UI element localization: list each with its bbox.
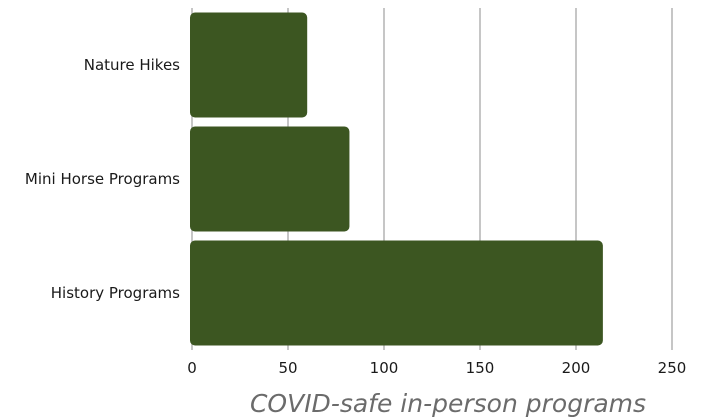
bar-nature-hikes xyxy=(190,12,308,118)
x-tick-label: 200 xyxy=(562,359,591,377)
category-label: Nature Hikes xyxy=(84,56,180,74)
x-tick-label: 150 xyxy=(466,359,495,377)
x-axis-title: COVID-safe in-person programs xyxy=(250,389,646,417)
bar-history-programs xyxy=(190,240,603,346)
category-label: History Programs xyxy=(51,284,180,302)
bars xyxy=(190,12,603,346)
x-tick-labels: 0 50 100 150 200 250 xyxy=(187,359,686,377)
x-tick-label: 250 xyxy=(658,359,687,377)
x-tick-label: 0 xyxy=(187,359,197,377)
bar-mini-horse-programs xyxy=(190,126,350,232)
x-tick-label: 50 xyxy=(278,359,297,377)
category-label: Mini Horse Programs xyxy=(25,170,180,188)
x-tick-label: 100 xyxy=(370,359,399,377)
category-labels: Nature Hikes Mini Horse Programs History P… xyxy=(25,56,180,302)
